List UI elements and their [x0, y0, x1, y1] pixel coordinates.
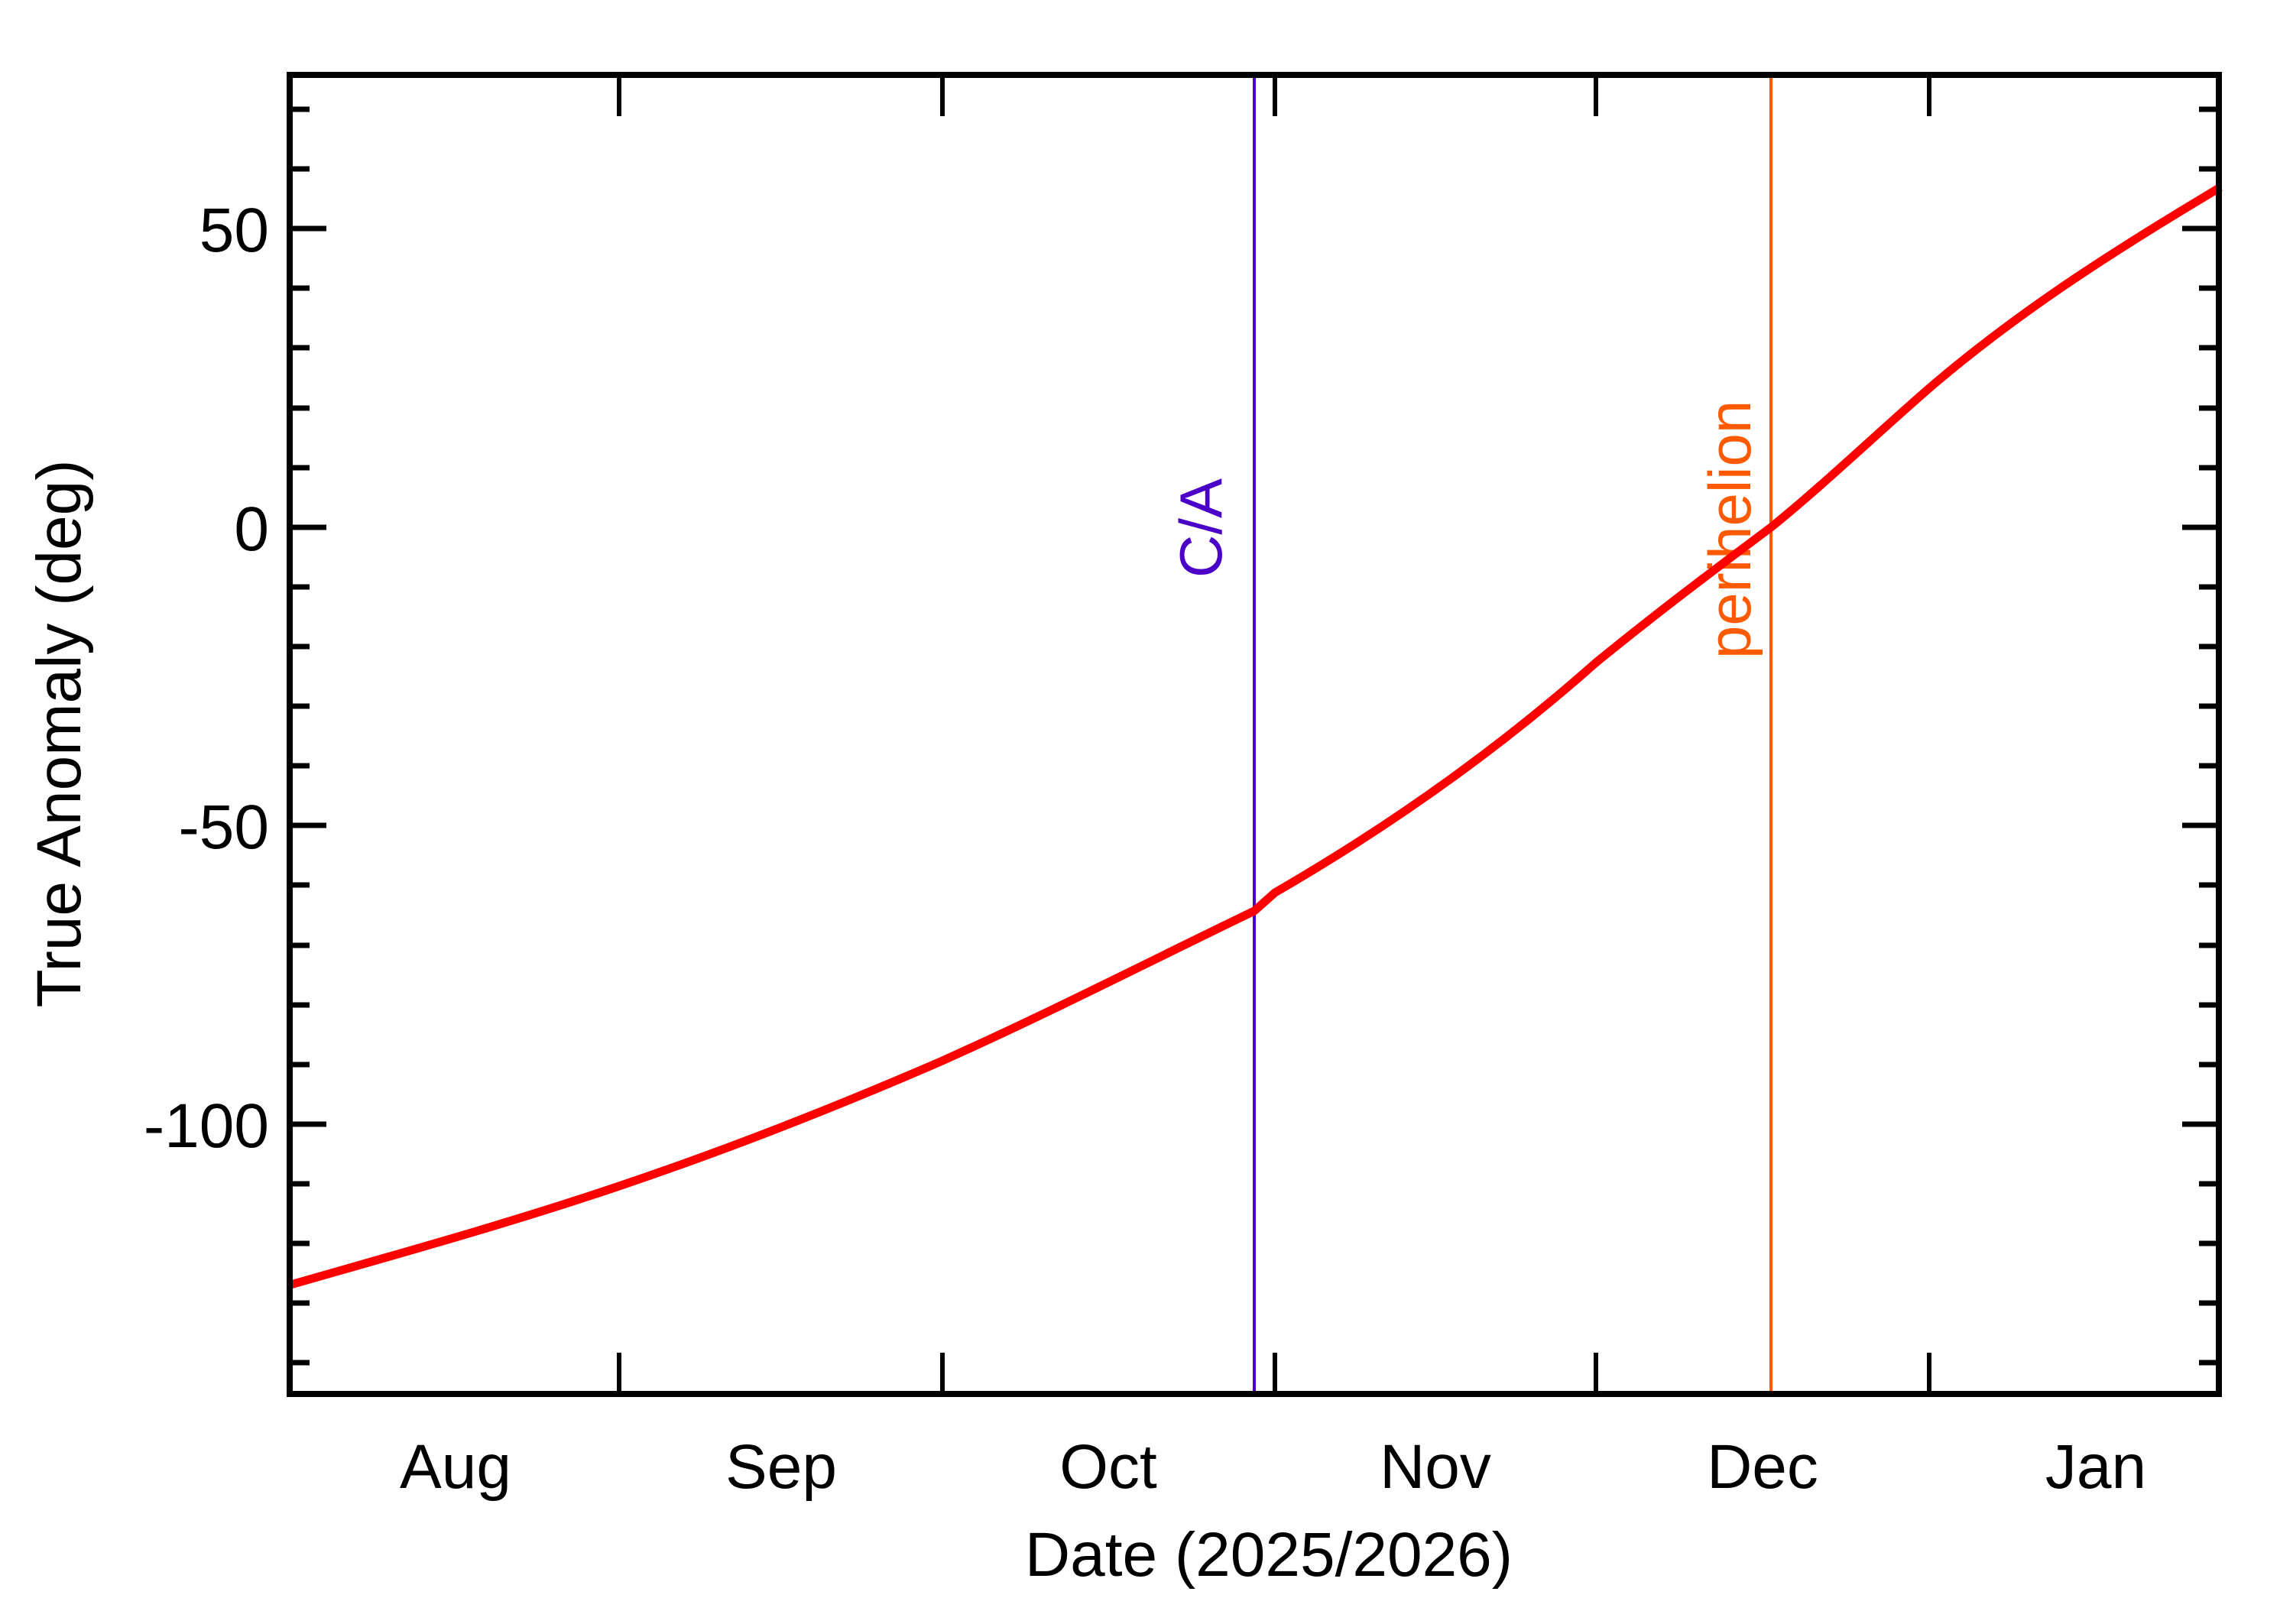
y-tick-label-50: 50: [199, 196, 269, 265]
x-tick-label-aug: Aug: [400, 1432, 511, 1502]
x-tick-labels: Aug Sep Oct Nov Dec Jan: [400, 1432, 2146, 1502]
y-axis-title: True Anomaly (deg): [24, 459, 94, 1007]
ca-marker-label: C/A: [1167, 478, 1234, 578]
x-tick-label-nov: Nov: [1380, 1432, 1491, 1502]
plot-frame: [287, 72, 2222, 1397]
y-tick-label-minus-100: -100: [144, 1091, 269, 1161]
y-tick-label-minus-50: -50: [178, 793, 269, 862]
y-minor-ticks: [290, 106, 2219, 1366]
x-tick-label-dec: Dec: [1707, 1432, 1818, 1502]
x-tick-label-jan: Jan: [2045, 1432, 2146, 1502]
y-major-ticks: [290, 225, 2219, 1127]
x-tick-label-sep: Sep: [725, 1432, 837, 1502]
y-tick-label-0: 0: [234, 494, 269, 564]
x-tick-label-oct: Oct: [1059, 1432, 1157, 1502]
x-major-ticks: [617, 75, 1931, 1394]
y-tick-labels: 50 0 -50 -100: [144, 196, 269, 1161]
perihelion-marker-label: perihelion: [1696, 400, 1763, 659]
true-anomaly-curve: [287, 183, 2223, 1290]
x-axis-title: Date (2025/2026): [1025, 1520, 1513, 1590]
